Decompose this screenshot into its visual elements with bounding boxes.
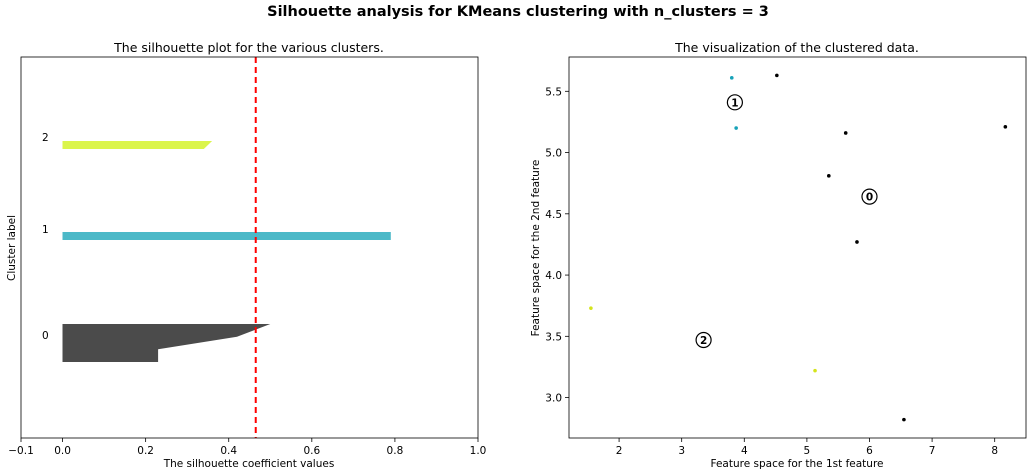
scatter-point-cluster-2 [589, 306, 593, 310]
silhouette-x-tick-label: 0.4 [220, 445, 237, 457]
scatter-y-tick-label: 4.5 [545, 209, 562, 221]
cluster-center-1-label: 1 [731, 97, 738, 109]
scatter-point-cluster-0 [843, 131, 848, 135]
scatter-subplot: The visualization of the clustered data.… [530, 40, 1027, 470]
silhouette-x-ticks: −0.1 0.0 0.2 0.4 0.6 0.8 1.0 [8, 438, 486, 457]
scatter-axes-frame [568, 56, 1027, 439]
scatter-x-ticks: 2 3 4 5 6 7 8 [616, 438, 998, 457]
scatter-y-tick-label: 3.5 [545, 331, 562, 343]
silhouette-x-tick-label: 0.6 [303, 445, 320, 457]
scatter-x-tick-label: 8 [991, 445, 998, 457]
scatter-point-cluster-2 [813, 368, 817, 373]
scatter-y-axis-label: Feature space for the 2nd feature [530, 160, 542, 337]
scatter-point-cluster-0 [827, 174, 831, 178]
scatter-y-tick-label: 4.0 [545, 270, 562, 282]
scatter-plot-title: The visualization of the clustered data. [674, 40, 919, 55]
scatter-x-tick-label: 7 [929, 445, 936, 457]
silhouette-cluster-1-label: 1 [42, 224, 49, 236]
scatter-x-tick-label: 3 [678, 445, 685, 457]
scatter-x-tick-label: 5 [804, 445, 811, 457]
silhouette-cluster-2-area [62, 141, 213, 149]
silhouette-marks: 0 1 2 [42, 57, 391, 438]
scatter-point-cluster-0 [855, 240, 859, 244]
scatter-y-ticks: 3.0 3.5 4.0 4.5 5.0 5.5 [545, 86, 569, 405]
scatter-x-axis-label: Feature space for the 1st feature [710, 458, 883, 470]
silhouette-x-axis-label: The silhouette coefficient values [163, 458, 335, 470]
scatter-point-cluster-1 [729, 76, 734, 80]
scatter-point-cluster-1 [734, 126, 738, 130]
scatter-x-tick-label: 4 [741, 445, 748, 457]
scatter-y-tick-label: 5.0 [545, 148, 562, 160]
silhouette-x-tick-label: 1.0 [470, 445, 487, 457]
cluster-center-0-label: 0 [866, 192, 873, 204]
silhouette-y-axis-label: Cluster label [6, 215, 18, 281]
silhouette-x-tick-label: 0.2 [137, 445, 154, 457]
scatter-point-cluster-0 [902, 417, 906, 422]
silhouette-x-tick-label: −0.1 [8, 445, 34, 457]
silhouette-axes-frame [20, 56, 479, 439]
scatter-y-tick-label: 3.0 [545, 393, 562, 405]
scatter-y-tick-label: 5.5 [545, 86, 562, 98]
silhouette-cluster-0-area [62, 324, 271, 362]
cluster-center-2-label: 2 [700, 335, 707, 347]
scatter-point-cluster-0 [1003, 125, 1008, 129]
cluster-center-1-marker [726, 94, 743, 111]
scatter-x-tick-label: 2 [616, 445, 623, 457]
silhouette-plot-title: The silhouette plot for the various clus… [113, 40, 384, 55]
silhouette-subplot: The silhouette plot for the various clus… [6, 40, 486, 470]
scatter-x-tick-label: 6 [866, 445, 873, 457]
figure-suptitle: Silhouette analysis for KMeans clusterin… [267, 4, 769, 20]
cluster-center-0-marker [861, 188, 878, 205]
silhouette-x-tick-label: 0.0 [54, 445, 71, 457]
scatter-marks: 0 1 2 [589, 73, 1008, 422]
silhouette-cluster-1-area [62, 232, 391, 240]
silhouette-cluster-0-label: 0 [42, 330, 49, 342]
silhouette-cluster-2-label: 2 [42, 132, 49, 144]
cluster-center-2-marker [695, 331, 712, 349]
scatter-point-cluster-0 [775, 73, 779, 78]
silhouette-x-tick-label: 0.8 [387, 445, 404, 457]
